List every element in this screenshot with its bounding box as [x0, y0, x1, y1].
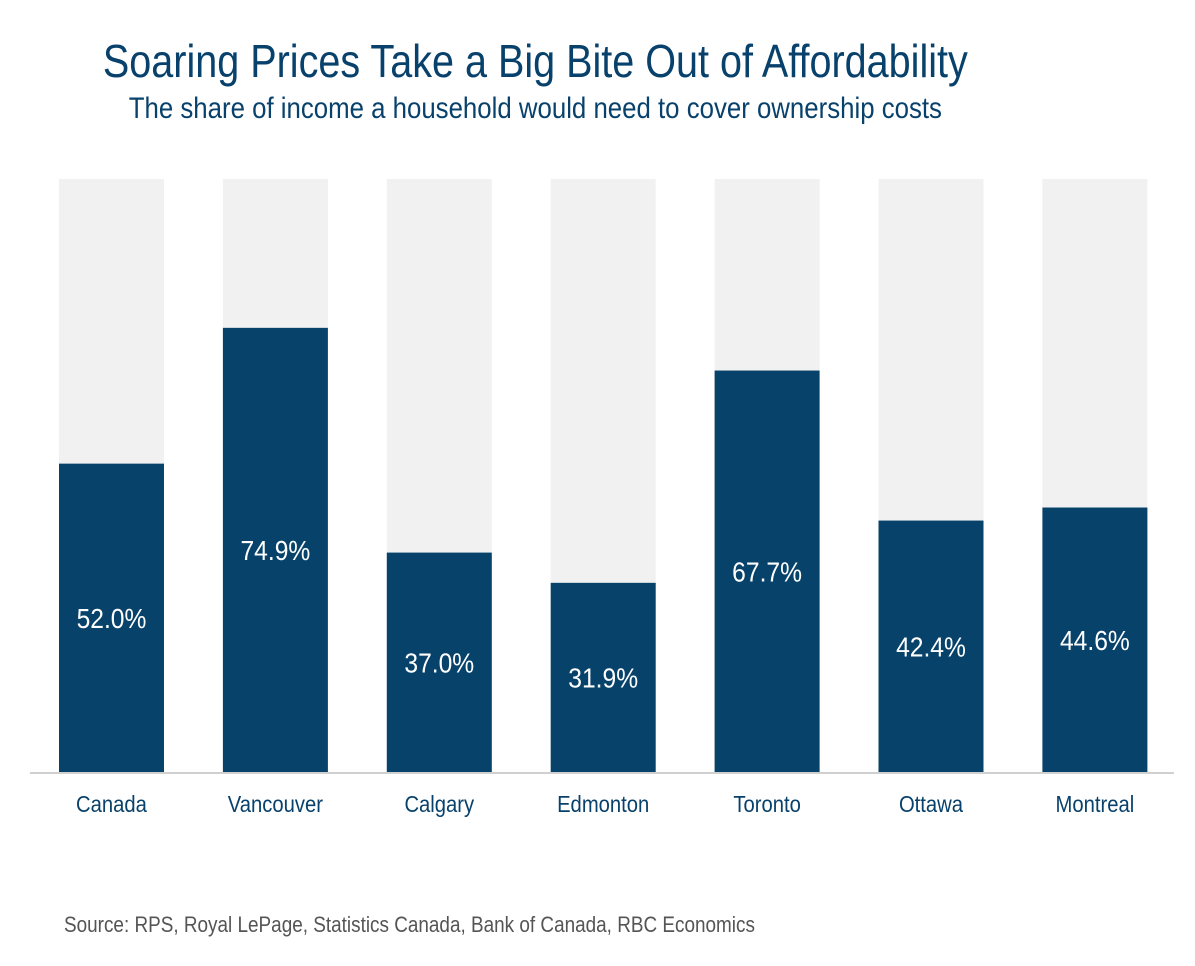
- chart-subtitle: The share of income a household would ne…: [128, 92, 942, 125]
- x-tick-label: Montreal: [1056, 791, 1135, 818]
- bar-canada: [59, 463, 164, 772]
- x-tick-label: Vancouver: [228, 791, 323, 818]
- data-label: 52.0%: [77, 602, 147, 634]
- x-tick-label: Calgary: [404, 791, 474, 818]
- bar-edmonton: [550, 582, 656, 772]
- data-label: 67.7%: [732, 556, 802, 588]
- chart-title: Soaring Prices Take a Big Bite Out of Af…: [102, 35, 968, 87]
- source-note: Source: RPS, Royal LePage, Statistics Ca…: [64, 912, 755, 937]
- data-label: 44.6%: [1060, 624, 1130, 656]
- bar-calgary: [386, 552, 492, 772]
- data-label: 31.9%: [568, 662, 638, 694]
- x-tick-label: Toronto: [733, 791, 800, 818]
- x-tick-label: Canada: [76, 791, 148, 818]
- data-label: 37.0%: [404, 647, 474, 679]
- data-label: 74.9%: [240, 534, 310, 566]
- bar-vancouver: [222, 327, 328, 772]
- data-label: 42.4%: [896, 631, 966, 663]
- x-tick-label: Ottawa: [899, 791, 964, 818]
- bar-toronto: [714, 370, 820, 772]
- x-tick-label: Edmonton: [557, 791, 649, 818]
- bar-ottawa: [878, 520, 984, 772]
- bar-montreal: [1042, 507, 1148, 772]
